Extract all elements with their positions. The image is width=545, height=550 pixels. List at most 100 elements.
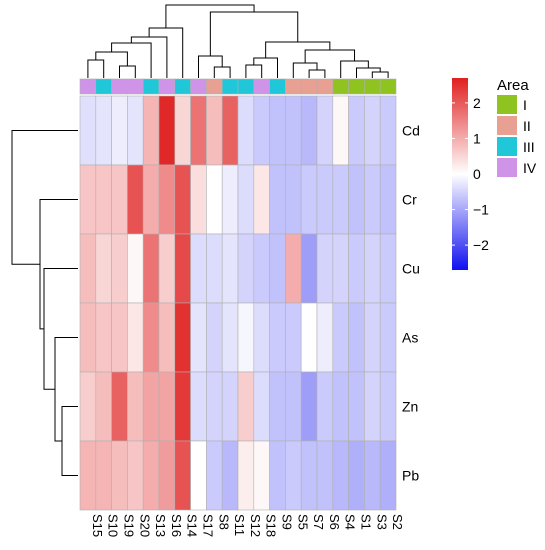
cell-As-S10 [95,302,112,373]
legend-title: Area [497,77,529,94]
column-label-S14: S14 [185,514,200,537]
cell-Zn-S2 [379,371,397,442]
legend-swatch-I [497,95,517,114]
cell-Zn-S19 [111,371,128,442]
cell-Cd-S14 [174,95,191,166]
area-annotation-S3 [364,78,381,95]
legend-label-II: II [523,118,531,134]
legend-swatch-II [497,116,517,135]
column-dendrogram [87,4,389,78]
area-annotation-S6 [316,78,334,95]
cell-As-S2 [379,302,397,373]
column-label-S11: S11 [232,514,247,536]
area-annotation-S20 [127,78,144,95]
cell-Zn-S15 [79,371,97,442]
cell-Pb-S6 [316,440,334,511]
cell-Cr-S20 [127,164,144,235]
row-link-2 [54,337,78,442]
cell-Cr-S14 [174,164,191,235]
color-tick-label-2: 0 [473,166,481,182]
column-labels: S15 S10 S19 S20 S13 S16 S14 S17 S8 S11 S12 S18 S9 S5 S… [90,514,405,537]
color-tick-label-1: 1 [473,130,481,146]
cell-Zn-S16 [158,371,176,442]
cell-Cd-S16 [158,95,176,166]
cell-Pb-S12 [237,440,255,511]
cell-Cu-S16 [158,233,176,304]
area-annotation-S15 [79,78,97,95]
cell-As-S14 [174,302,191,373]
cell-Cu-S17 [190,233,207,304]
col-link-3 [95,51,128,66]
cell-Zn-S20 [127,371,144,442]
cell-Cd-S7 [300,95,318,166]
cell-Pb-S10 [95,440,112,511]
cell-Zn-S10 [95,371,112,442]
cell-Zn-S17 [190,371,207,442]
cell-Cu-S11 [221,233,239,304]
cell-Cr-S15 [79,164,97,235]
cell-As-S18 [253,302,270,373]
col-link-10 [253,57,278,78]
area-annotation-S11 [221,78,239,95]
cell-Cr-S16 [158,164,176,235]
col-link-14 [356,67,381,78]
cell-Cd-S9 [269,95,286,166]
cell-Pb-S20 [127,440,144,511]
row-link-4 [39,199,78,330]
row-dendrogram [11,130,78,476]
cell-Cu-S20 [127,233,144,304]
cell-Pb-S8 [206,440,223,511]
column-label-S4: S4 [343,514,358,530]
column-label-S17: S17 [201,514,216,537]
area-annotation-S19 [111,78,128,95]
row-label-Pb: Pb [402,468,419,484]
cell-Cu-S1 [348,233,365,304]
cell-As-S4 [332,302,349,373]
legend-label-IV: IV [523,160,537,176]
cell-Pb-S17 [190,440,207,511]
color-tick-label-4: −2 [473,237,489,253]
cell-Zn-S8 [206,371,223,442]
cell-As-S17 [190,302,207,373]
cell-Cu-S2 [379,233,397,304]
cell-Pb-S5 [285,440,302,511]
cell-Pb-S14 [174,440,191,511]
col-link-13 [371,71,389,78]
area-annotation-S9 [269,78,286,95]
area-annotation-S1 [348,78,365,95]
cell-Zn-S18 [253,371,270,442]
area-annotation-bar [79,78,397,95]
cell-Cd-S13 [142,95,160,166]
col-link-4 [111,42,152,78]
cell-Cu-S19 [111,233,128,304]
area-annotation-S8 [206,78,223,95]
cell-Cd-S1 [348,95,365,166]
cell-As-S19 [111,302,128,373]
cell-As-S15 [79,302,97,373]
column-label-S19: S19 [122,514,137,537]
cell-Cd-S18 [253,95,270,166]
cell-Cu-S14 [174,233,191,304]
cell-As-S1 [348,302,365,373]
area-annotation-S10 [95,78,112,95]
cell-Cr-S1 [348,164,365,235]
cell-As-S12 [237,302,255,373]
cell-Cd-S17 [190,95,207,166]
cell-Cd-S6 [316,95,334,166]
cell-Pb-S18 [253,440,270,511]
cell-Zn-S1 [348,371,365,442]
col-link-2 [119,65,136,78]
row-label-Cu: Cu [402,261,420,277]
column-label-S18: S18 [264,514,279,537]
cell-Cu-S8 [206,233,223,304]
row-link-3 [43,268,78,390]
cell-As-S7 [300,302,318,373]
cell-As-S16 [158,302,176,373]
col-link-11 [308,69,326,78]
cell-Zn-S7 [300,371,318,442]
heatmap-cells [79,95,397,511]
row-labels: Cd Cr Cu As Zn Pb [402,123,420,484]
area-annotation-S5 [285,78,302,95]
cell-Zn-S3 [364,371,381,442]
row-link-1 [61,406,78,476]
